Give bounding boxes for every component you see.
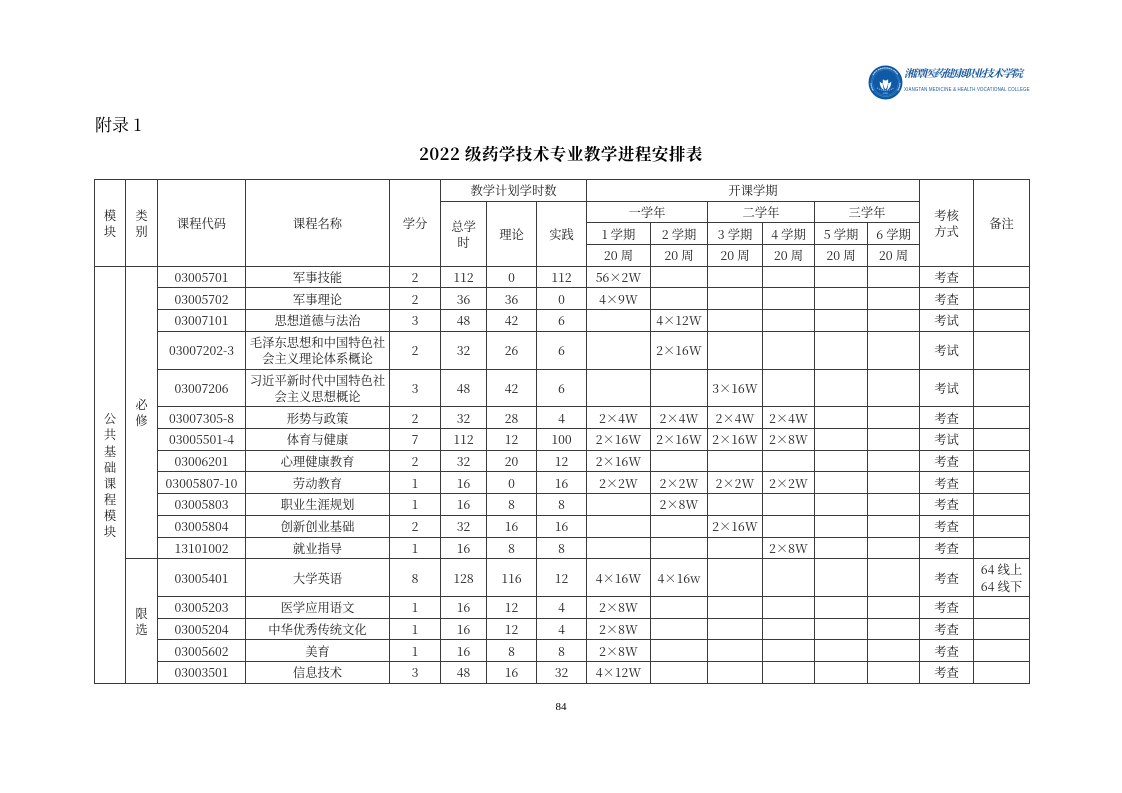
svg-text:1951: 1951	[883, 93, 889, 95]
